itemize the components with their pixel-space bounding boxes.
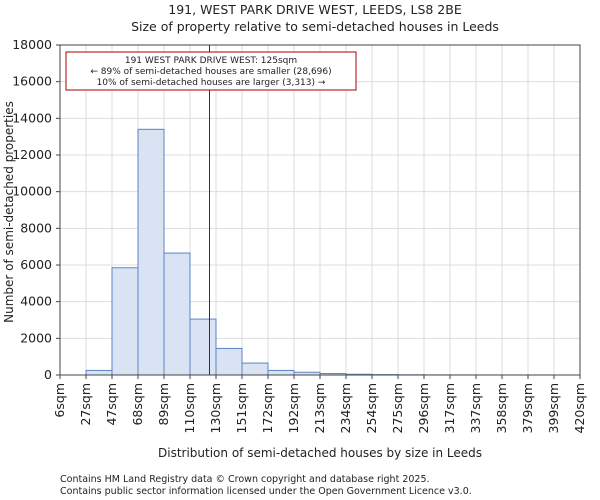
bar-151sqm — [241, 362, 269, 376]
x-tick-label: 358sqm — [494, 383, 509, 433]
bar-89sqm — [163, 252, 191, 376]
x-tick-label: 192sqm — [286, 383, 301, 433]
x-tick-label: 296sqm — [416, 383, 431, 433]
y-tick-label: 2000 — [20, 330, 52, 345]
x-tick-label: 27sqm — [78, 383, 93, 426]
x-tick-label: 130sqm — [208, 383, 223, 433]
bar-130sqm — [215, 347, 243, 376]
x-tick-label: 6sqm — [52, 383, 67, 418]
y-tick-label: 4000 — [20, 294, 52, 309]
x-tick-label: 213sqm — [312, 383, 327, 433]
bar-110sqm — [189, 318, 217, 376]
y-axis-ticks: 0 2000 4000 6000 8000 10000 12000 14000 16000 180… — [12, 37, 60, 382]
chart-subtitle: Size of property relative to semi-detach… — [131, 19, 499, 34]
y-tick-label: 12000 — [12, 147, 52, 162]
x-tick-label: 234sqm — [338, 383, 353, 433]
annotation-line-1: 191 WEST PARK DRIVE WEST: 125sqm — [125, 56, 297, 66]
bar-47sqm — [111, 267, 139, 376]
x-tick-label: 68sqm — [130, 383, 145, 426]
annotation-box: 191 WEST PARK DRIVE WEST: 125sqm ← 89% o… — [65, 51, 357, 91]
y-tick-label: 16000 — [12, 74, 52, 89]
y-tick-label: 6000 — [20, 257, 52, 272]
footer-line-1: Contains HM Land Registry data © Crown c… — [60, 474, 430, 485]
x-tick-label: 379sqm — [520, 383, 535, 433]
x-tick-label: 47sqm — [104, 383, 119, 426]
x-tick-label: 254sqm — [364, 383, 379, 433]
annotation-line-2: ← 89% of semi-detached houses are smalle… — [90, 67, 331, 77]
x-axis-ticks: 6sqm 27sqm 47sqm 68sqm 89sqm 110sqm 130sqm 151s… — [52, 375, 587, 433]
annotation-line-3: 10% of semi-detached houses are larger (… — [97, 78, 326, 88]
y-tick-label: 0 — [44, 367, 52, 382]
chart-title: 191, WEST PARK DRIVE WEST, LEEDS, LS8 2B… — [168, 2, 462, 17]
y-tick-label: 8000 — [20, 220, 52, 235]
footer-line-2: Contains public sector information licen… — [60, 486, 472, 497]
x-tick-label: 275sqm — [390, 383, 405, 433]
bar-27sqm — [85, 369, 113, 376]
x-axis-label: Distribution of semi-detached houses by … — [158, 446, 482, 460]
annotation-frame — [65, 51, 357, 91]
x-tick-label: 110sqm — [182, 383, 197, 433]
x-tick-label: 337sqm — [468, 383, 483, 433]
bar-172sqm — [267, 369, 295, 376]
x-tick-label: 317sqm — [442, 383, 457, 433]
y-tick-label: 14000 — [12, 110, 52, 125]
x-tick-label: 420sqm — [572, 383, 587, 433]
y-axis-label: Number of semi-detached properties — [2, 101, 16, 323]
x-tick-label: 399sqm — [546, 383, 561, 433]
x-tick-label: 151sqm — [234, 383, 249, 433]
bar-68sqm — [137, 128, 165, 376]
bars — [85, 128, 555, 376]
x-tick-label: 172sqm — [260, 383, 275, 433]
y-tick-label: 10000 — [12, 184, 52, 199]
y-tick-label: 18000 — [12, 37, 52, 52]
x-tick-label: 89sqm — [156, 383, 171, 426]
